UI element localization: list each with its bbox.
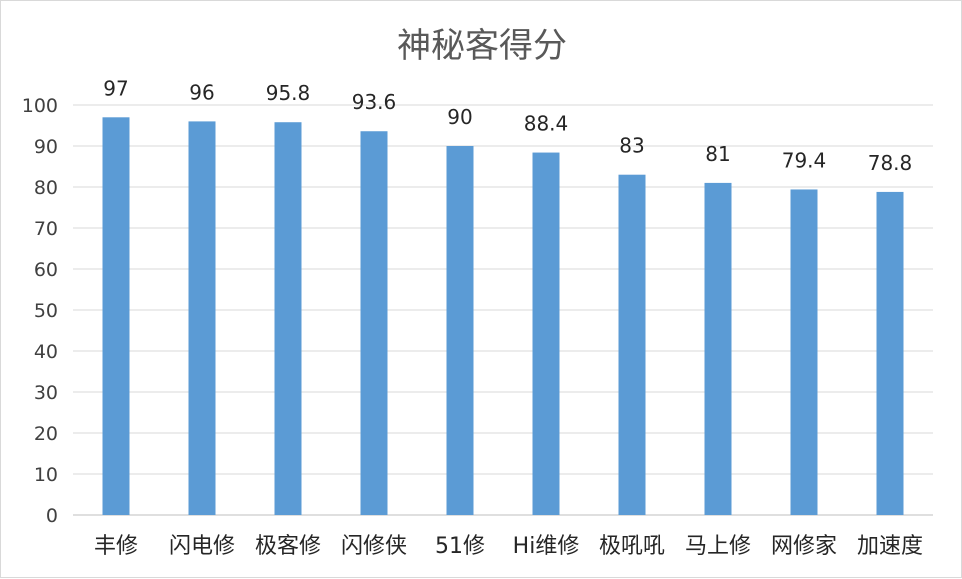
y-tick-label: 30 bbox=[34, 382, 58, 404]
category-label: 闪修侠 bbox=[341, 534, 407, 559]
category-label: 51修 bbox=[435, 534, 485, 559]
bar bbox=[790, 189, 818, 515]
bars bbox=[102, 117, 904, 516]
y-tick-label: 40 bbox=[34, 341, 58, 363]
y-tick-label: 10 bbox=[34, 464, 58, 486]
data-label: 83 bbox=[619, 134, 644, 158]
bar bbox=[532, 152, 560, 515]
data-label: 81 bbox=[705, 142, 730, 166]
bar bbox=[704, 182, 732, 515]
data-label: 97 bbox=[103, 76, 128, 100]
data-label: 78.8 bbox=[868, 151, 913, 175]
x-axis-category-labels: 丰修 闪电修 极客修 闪修侠 51修 Hi维修 极吼吼 马上修 网修家 加速度 bbox=[94, 534, 923, 559]
data-label: 79.4 bbox=[782, 148, 827, 172]
category-label: Hi维修 bbox=[513, 534, 580, 559]
category-label: 马上修 bbox=[685, 534, 751, 559]
data-label: 88.4 bbox=[524, 112, 569, 136]
bar bbox=[274, 122, 302, 515]
y-tick-label: 50 bbox=[34, 300, 58, 322]
data-label: 93.6 bbox=[352, 90, 397, 114]
bar bbox=[618, 174, 646, 515]
y-tick-label: 60 bbox=[34, 259, 58, 281]
gridlines bbox=[73, 104, 933, 516]
bar bbox=[446, 146, 474, 515]
data-labels: 97 96 95.8 93.6 90 88.4 83 81 79.4 78.8 bbox=[103, 76, 912, 175]
bar bbox=[876, 191, 904, 516]
data-label: 90 bbox=[447, 105, 472, 129]
y-axis-tick-labels: 0 10 20 30 40 50 60 70 80 90 100 bbox=[22, 95, 58, 527]
category-label: 极客修 bbox=[255, 534, 321, 559]
data-label: 96 bbox=[189, 80, 214, 104]
y-tick-label: 0 bbox=[46, 505, 58, 527]
bar bbox=[360, 131, 388, 516]
y-tick-label: 80 bbox=[34, 177, 58, 199]
bar bbox=[102, 117, 130, 516]
data-label: 95.8 bbox=[266, 81, 311, 105]
y-tick-label: 20 bbox=[34, 423, 58, 445]
bar bbox=[188, 121, 216, 516]
category-label: 加速度 bbox=[857, 534, 923, 559]
category-label: 极吼吼 bbox=[599, 534, 665, 559]
category-label: 丰修 bbox=[94, 534, 138, 559]
chart-title: 神秘客得分 bbox=[397, 26, 567, 66]
category-label: 网修家 bbox=[771, 534, 837, 559]
y-tick-label: 100 bbox=[22, 95, 58, 117]
category-label: 闪电修 bbox=[169, 534, 235, 559]
y-tick-label: 90 bbox=[34, 136, 58, 158]
y-tick-label: 70 bbox=[34, 218, 58, 240]
